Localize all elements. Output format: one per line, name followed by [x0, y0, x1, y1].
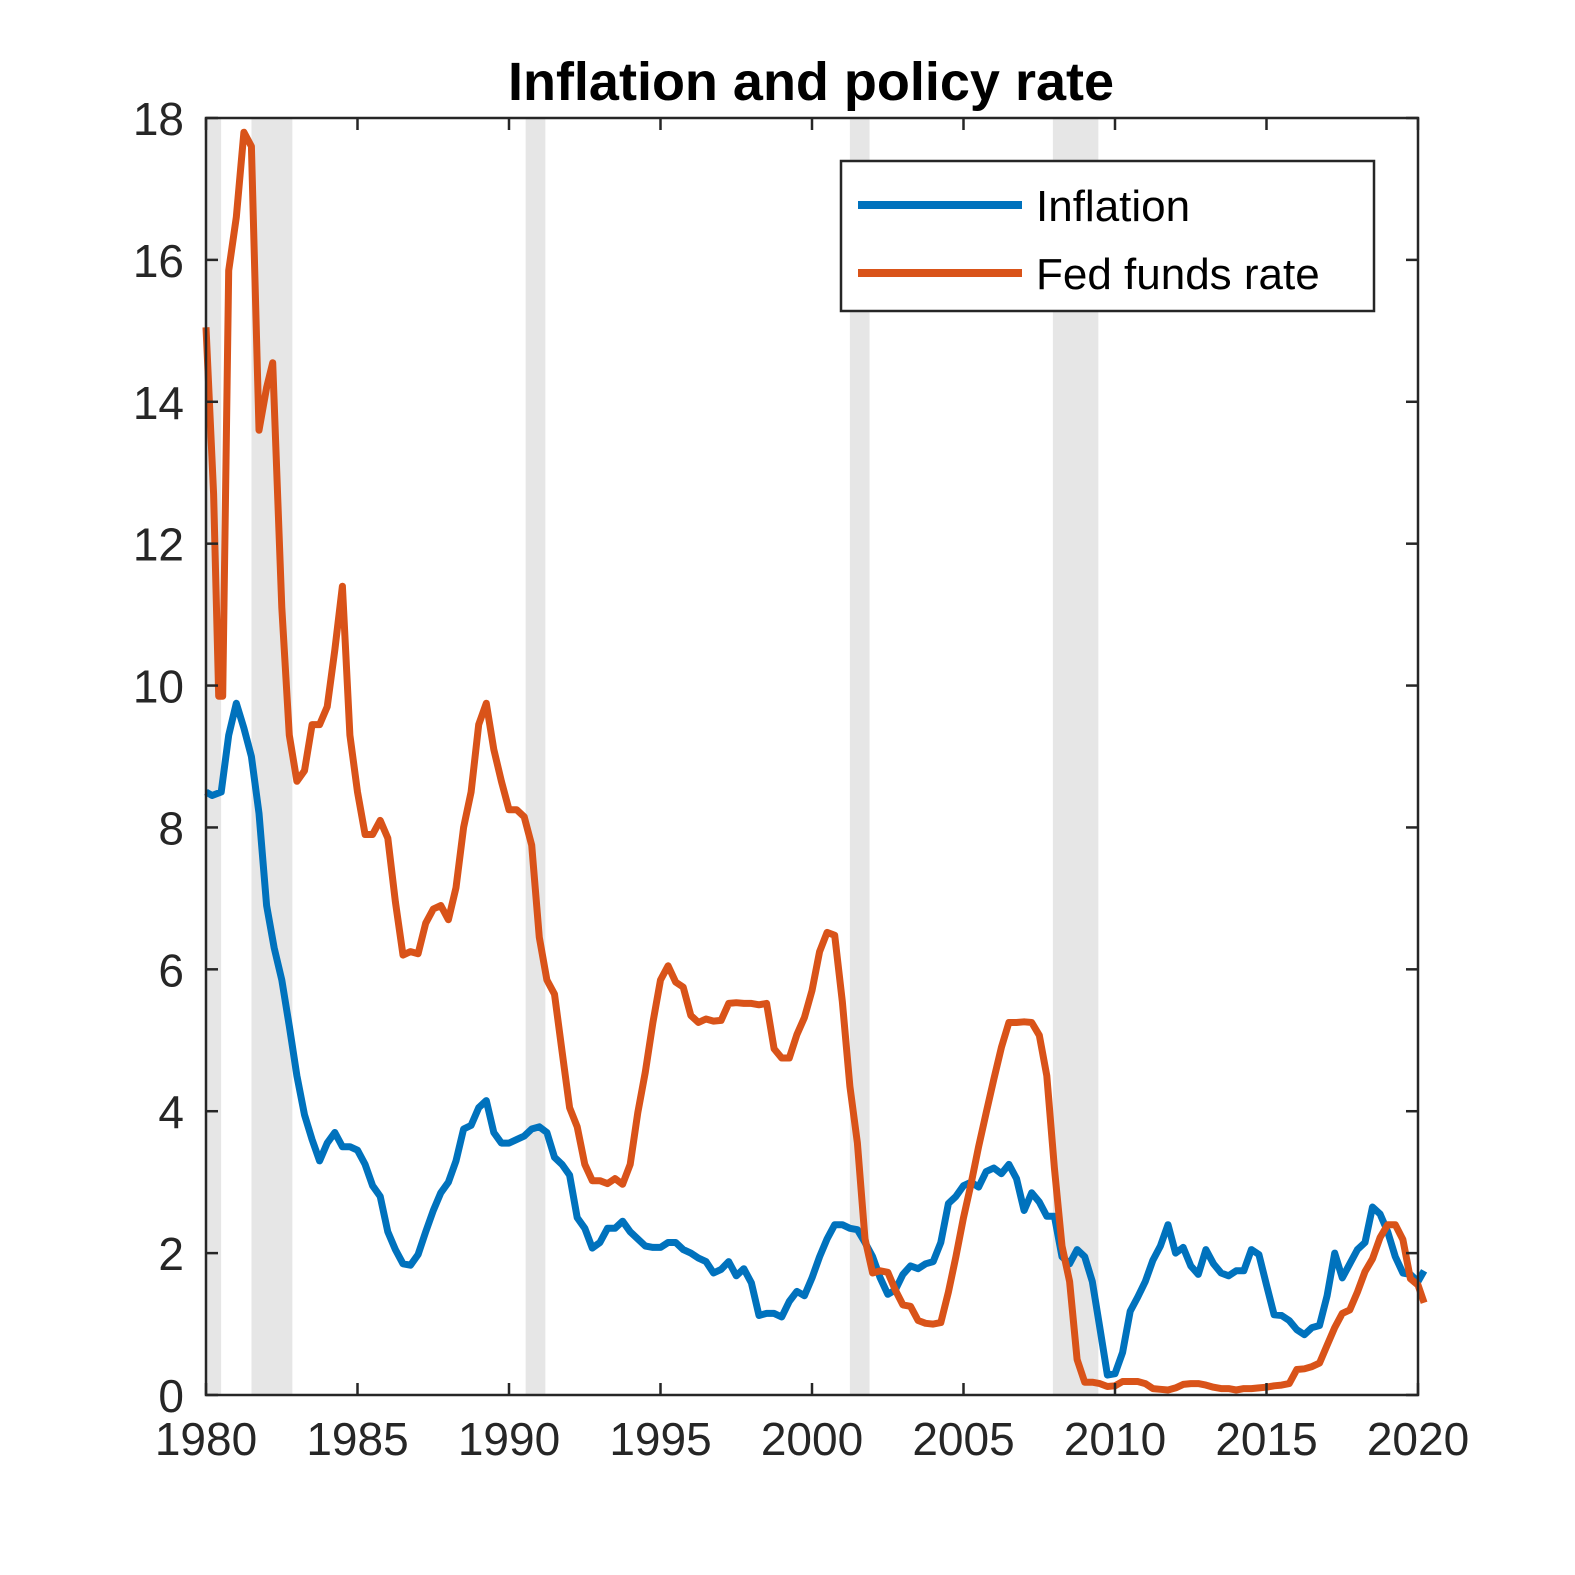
- x-tick-label: 2015: [1215, 1413, 1317, 1465]
- legend-label-1: Fed funds rate: [1036, 250, 1320, 299]
- y-tick-label: 12: [133, 519, 184, 571]
- x-tick-label: 2020: [1367, 1413, 1469, 1465]
- chart-title: Inflation and policy rate: [508, 52, 1114, 112]
- y-tick-label: 0: [158, 1370, 184, 1422]
- x-tick-label: 1990: [458, 1413, 560, 1465]
- legend-label-0: Inflation: [1036, 182, 1190, 231]
- x-tick-label: 2005: [912, 1413, 1014, 1465]
- y-tick-label: 8: [158, 802, 184, 854]
- series-line-inflation: [204, 699, 1428, 1379]
- x-tick-label: 1980: [155, 1413, 257, 1465]
- y-tick-label: 2: [158, 1228, 184, 1280]
- recession-band-4: [1052, 118, 1099, 1395]
- recession-band-0: [206, 118, 222, 1395]
- x-tick-label: 2000: [761, 1413, 863, 1465]
- x-tick-label: 1995: [609, 1413, 711, 1465]
- y-tick-label: 10: [133, 661, 184, 713]
- legend: Inflation Fed funds rate: [839, 159, 1376, 313]
- axes: 1980 1985 1990 1995 2000 2005 2010 2015 2020 0 2 4 6…: [133, 93, 1469, 1465]
- recession-band-3: [849, 118, 870, 1395]
- x-tick-label: 1985: [306, 1413, 408, 1465]
- y-tick-label: 4: [158, 1086, 184, 1138]
- y-tick-label: 16: [133, 235, 184, 287]
- series-lines: [202, 128, 1428, 1394]
- y-tick-label: 14: [133, 377, 184, 429]
- x-tick-label: 2010: [1064, 1413, 1166, 1465]
- series-line-fed-funds-rate: [202, 128, 1428, 1394]
- y-tick-label: 18: [133, 93, 184, 145]
- y-tick-label: 6: [158, 944, 184, 996]
- recession-band-2: [525, 118, 546, 1395]
- recession-bands: [206, 118, 1099, 1395]
- legend-box: [839, 159, 1376, 313]
